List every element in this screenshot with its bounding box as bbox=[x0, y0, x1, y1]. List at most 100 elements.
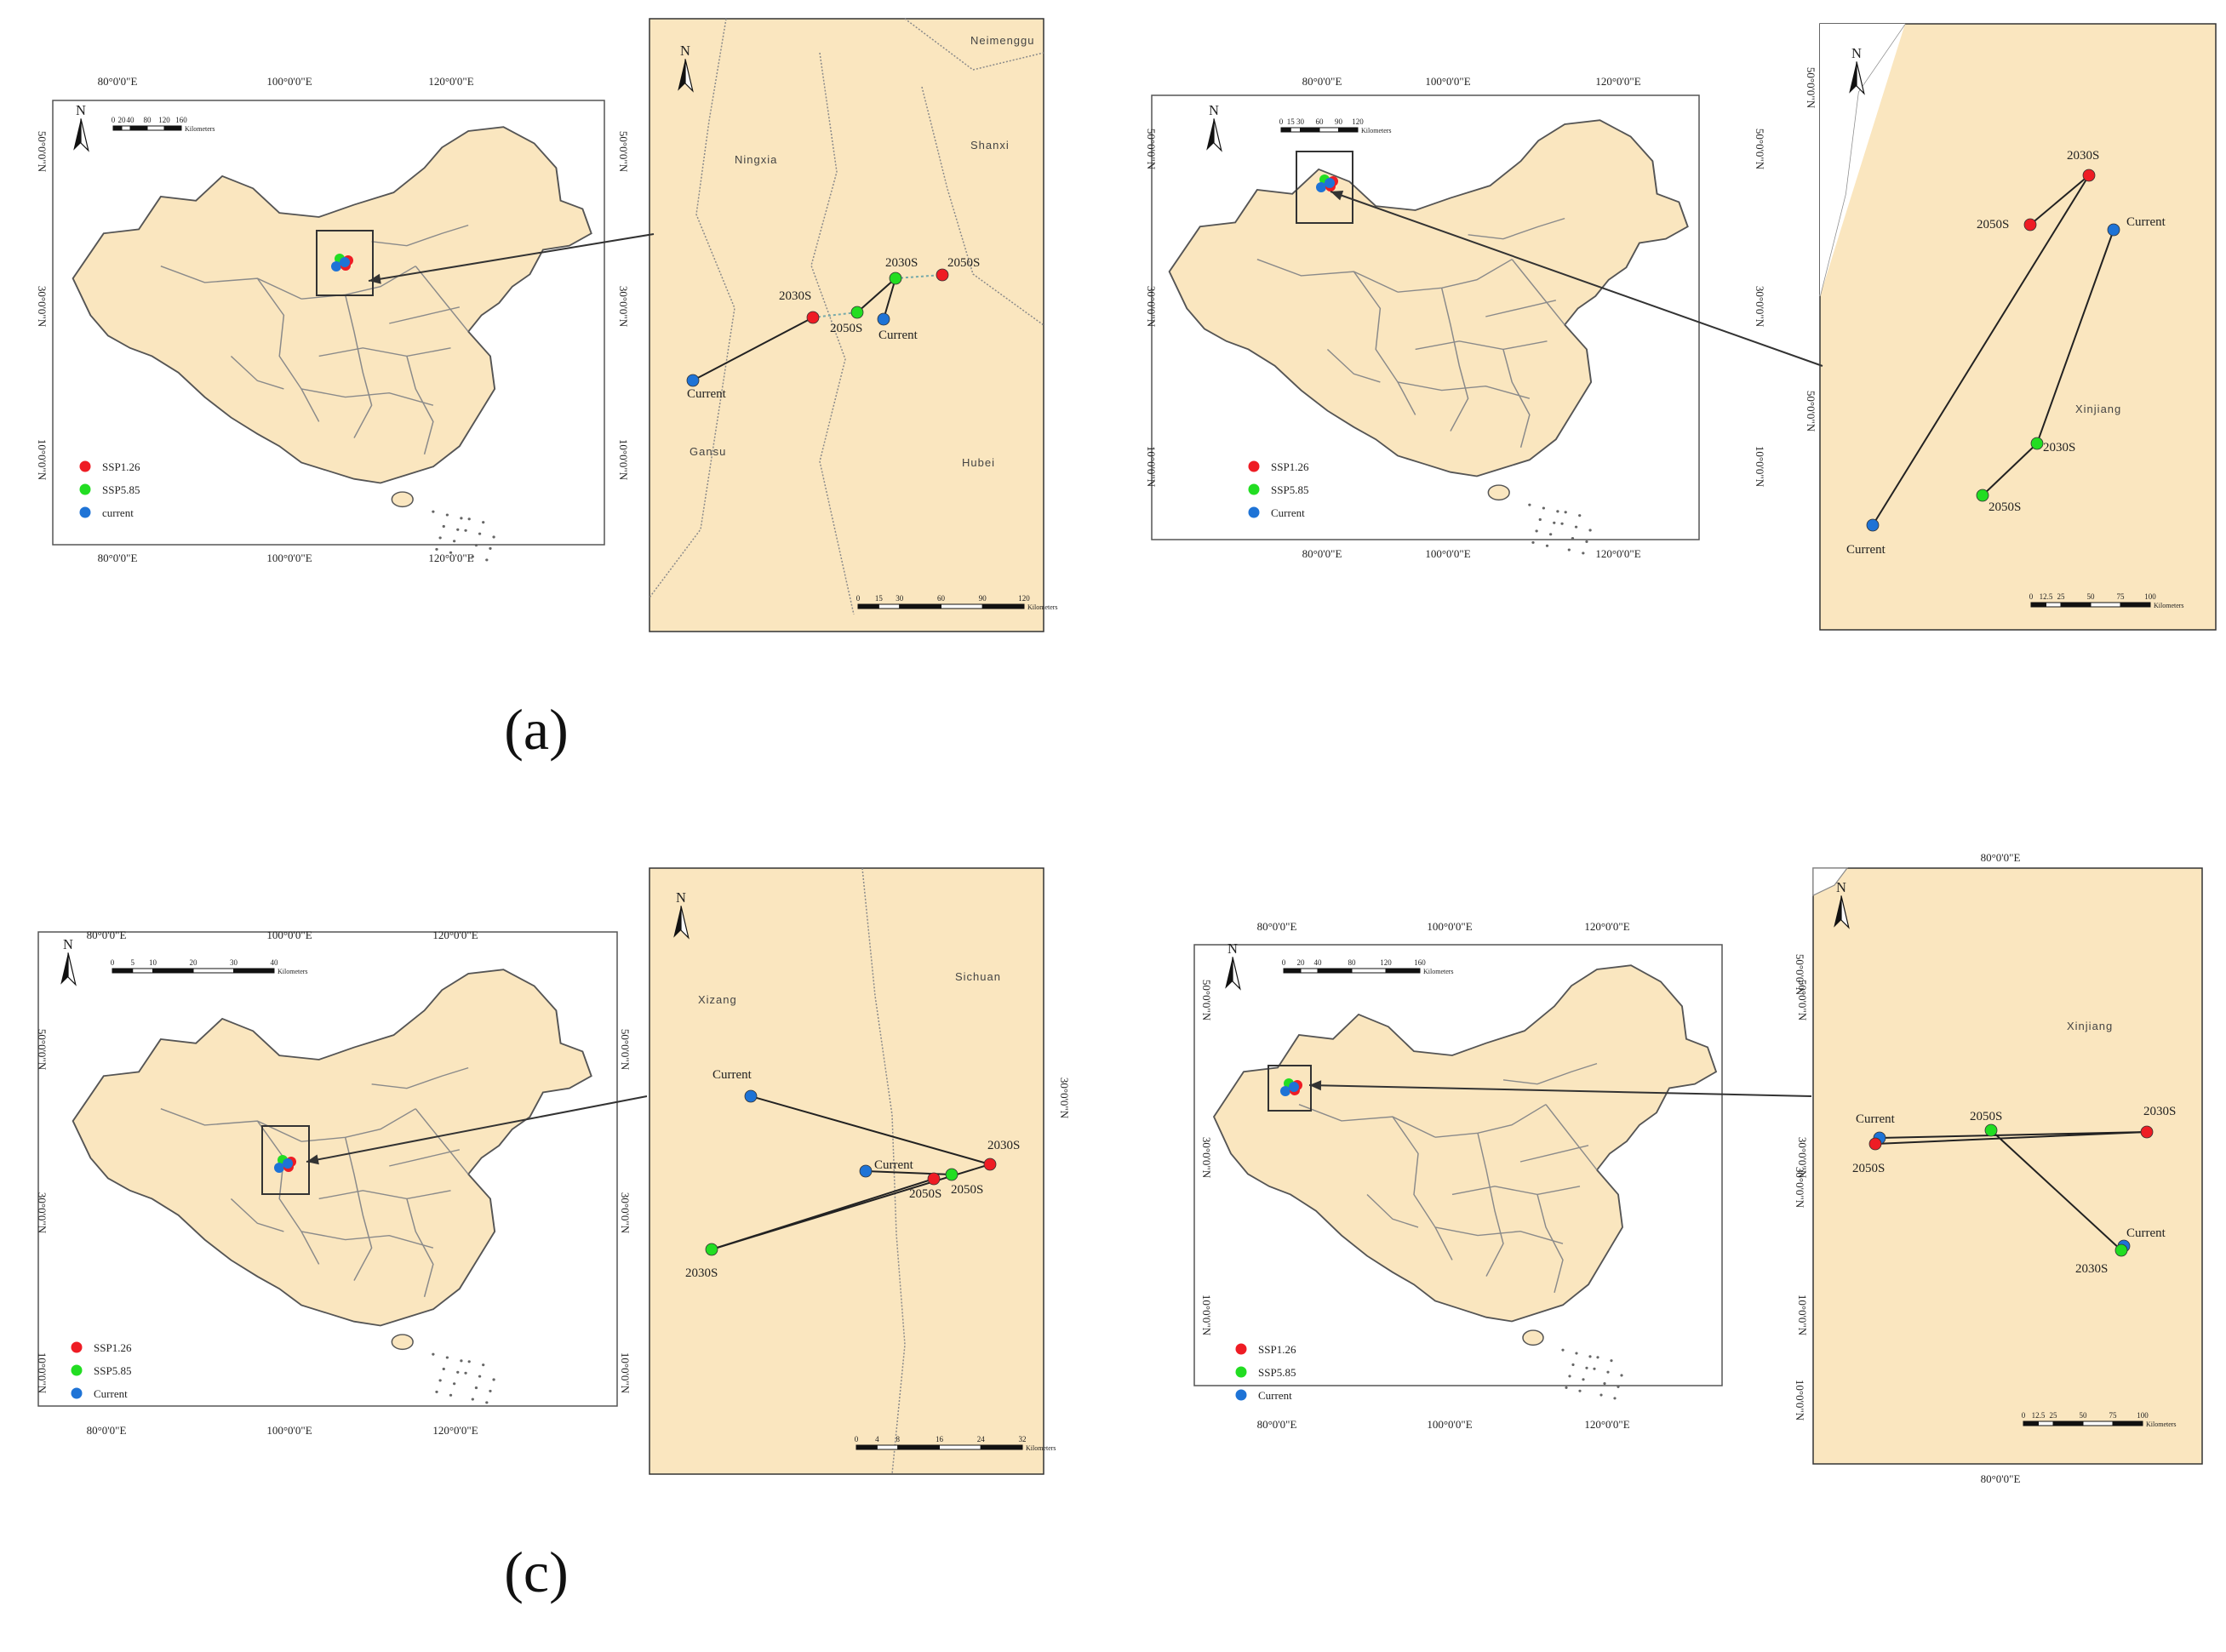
scale-tick: 12.5 bbox=[2032, 1411, 2046, 1420]
north-label: N bbox=[63, 936, 73, 952]
south-sea-island bbox=[1578, 1389, 1582, 1392]
scale-tick: 0 bbox=[1279, 117, 1284, 126]
longitude-label: 80°0'0"E bbox=[1302, 75, 1342, 88]
scale-unit: Kilometers bbox=[1361, 127, 1392, 134]
south-sea-island bbox=[482, 521, 485, 524]
centroid-marker bbox=[1316, 182, 1326, 192]
latitude-label: 30°0'0"N bbox=[619, 1192, 632, 1234]
south-sea-island bbox=[471, 555, 474, 558]
centroid-point-ssp126 bbox=[2140, 1125, 2154, 1139]
south-sea-island bbox=[1535, 529, 1538, 533]
longitude-label: 120°0'0"E bbox=[1584, 920, 1629, 933]
south-sea-island bbox=[1564, 511, 1567, 514]
scale-unit: Kilometers bbox=[185, 125, 215, 133]
legend-entry: SSP1.26 bbox=[102, 460, 140, 473]
south-sea-island bbox=[1561, 1348, 1565, 1352]
south-sea-island bbox=[467, 1360, 471, 1363]
latitude-label: 30°0'0"N bbox=[1796, 1137, 1809, 1179]
south-sea-island bbox=[432, 1352, 435, 1356]
province-border bbox=[160, 1108, 302, 1142]
province-border bbox=[160, 266, 302, 300]
longitude-label: 120°0'0"E bbox=[1595, 75, 1640, 88]
province-border bbox=[1519, 1145, 1589, 1163]
south-sea-island bbox=[492, 535, 495, 539]
province-border bbox=[344, 1137, 373, 1281]
panel-c: 80°0'0"E 100°0'0"E 120°0'0"E 80°0'0"E 100°0'… bbox=[36, 867, 1071, 1604]
centroid-point-current bbox=[877, 312, 890, 326]
longitude-label: 100°0'0"E bbox=[266, 552, 312, 564]
arrowhead-icon bbox=[1330, 191, 1344, 201]
scale-tick: 0 bbox=[111, 958, 115, 967]
latitude-label: 10°0'0"N bbox=[1145, 446, 1158, 488]
province-border bbox=[1545, 1104, 1598, 1171]
scale-tick: 100 bbox=[2144, 592, 2156, 601]
shift-trajectory bbox=[2029, 174, 2090, 226]
longitude-label: 100°0'0"E bbox=[1425, 75, 1470, 88]
centroid-point-ssp126 bbox=[983, 1158, 997, 1171]
scale-tick: 60 bbox=[1316, 117, 1325, 126]
centroid-point-label: 2030S bbox=[987, 1139, 1020, 1152]
scale-tick: 75 bbox=[2117, 592, 2126, 601]
south-sea-island bbox=[1582, 1378, 1585, 1381]
centroid-point-label: 2030S bbox=[2043, 441, 2075, 454]
centroid-point-label: 2030S bbox=[2075, 1262, 2108, 1276]
shift-trajectory bbox=[692, 317, 814, 381]
legend: SSP1.26 SSP5.85 Current bbox=[1248, 460, 1309, 519]
south-sea-island bbox=[460, 1359, 463, 1363]
south-sea-island bbox=[464, 1371, 467, 1375]
south-sea-island bbox=[1560, 522, 1564, 525]
province-border bbox=[1353, 271, 1416, 415]
south-sea-island bbox=[464, 529, 467, 532]
province-border bbox=[1326, 348, 1381, 383]
longitude-label: 80°0'0"E bbox=[1257, 1418, 1297, 1431]
panel-b: 80°0'0"E 100°0'0"E 120°0'0"E 80°0'0"E 100°0'… bbox=[1145, 23, 2217, 631]
south-sea-island bbox=[1542, 506, 1546, 510]
scale-tick: 120 bbox=[1018, 594, 1030, 603]
inset-map-frame bbox=[649, 18, 1044, 632]
latitude-label: 10°0'0"N bbox=[1754, 446, 1766, 488]
south-sea-island bbox=[1610, 1359, 1613, 1363]
longitude-label: 120°0'0"E bbox=[432, 929, 478, 941]
south-sea-island bbox=[1553, 521, 1556, 524]
centroid-point-label: 2050S bbox=[947, 256, 980, 270]
legend-swatch bbox=[1235, 1389, 1247, 1401]
china-map bbox=[72, 126, 592, 562]
south-sea-island bbox=[449, 551, 453, 554]
south-sea-island bbox=[1596, 1356, 1599, 1359]
south-sea-island bbox=[1571, 1363, 1575, 1366]
region-label: Xizang bbox=[698, 993, 737, 1006]
centroid-point-label: 2050S bbox=[951, 1183, 983, 1197]
province-border bbox=[406, 356, 434, 455]
latitude-label: 10°0'0"N bbox=[1200, 1295, 1213, 1336]
scale-tick: 15 bbox=[1287, 117, 1296, 126]
scale-tick: 25 bbox=[2057, 592, 2066, 601]
inset-longitude-label: 80°0'0"E bbox=[1981, 1472, 2021, 1485]
legend-swatch bbox=[1248, 506, 1260, 518]
region-label: Hubei bbox=[962, 456, 995, 469]
south-sea-island bbox=[460, 517, 463, 520]
scale-tick: 0 bbox=[112, 116, 116, 124]
scale-tick: 120 bbox=[1352, 117, 1364, 126]
scale-tick: 60 bbox=[937, 594, 946, 603]
centroid-marker bbox=[1280, 1086, 1290, 1096]
scale-tick: 90 bbox=[979, 594, 987, 603]
panel-a: 80°0'0"E 100°0'0"E 120°0'0"E 80°0'0"E 100°0'… bbox=[36, 18, 1058, 762]
legend-entry: Current bbox=[1271, 506, 1305, 519]
scale-tick: 8 bbox=[896, 1435, 901, 1443]
centroid-point-label: Current bbox=[2126, 215, 2166, 229]
longitude-label: 120°0'0"E bbox=[432, 1424, 478, 1437]
south-sea-island bbox=[485, 1401, 489, 1404]
hainan-island bbox=[1487, 484, 1510, 501]
longitude-label: 100°0'0"E bbox=[1427, 1418, 1472, 1431]
longitude-label: 100°0'0"E bbox=[266, 75, 312, 88]
province-border bbox=[1298, 1104, 1436, 1138]
centroid-point-ssp126 bbox=[927, 1172, 941, 1186]
legend-swatch bbox=[1235, 1366, 1247, 1378]
scale-tick: 16 bbox=[936, 1435, 944, 1443]
centroid-point-label: 2050S bbox=[1852, 1162, 1885, 1175]
hainan-island bbox=[391, 491, 414, 508]
